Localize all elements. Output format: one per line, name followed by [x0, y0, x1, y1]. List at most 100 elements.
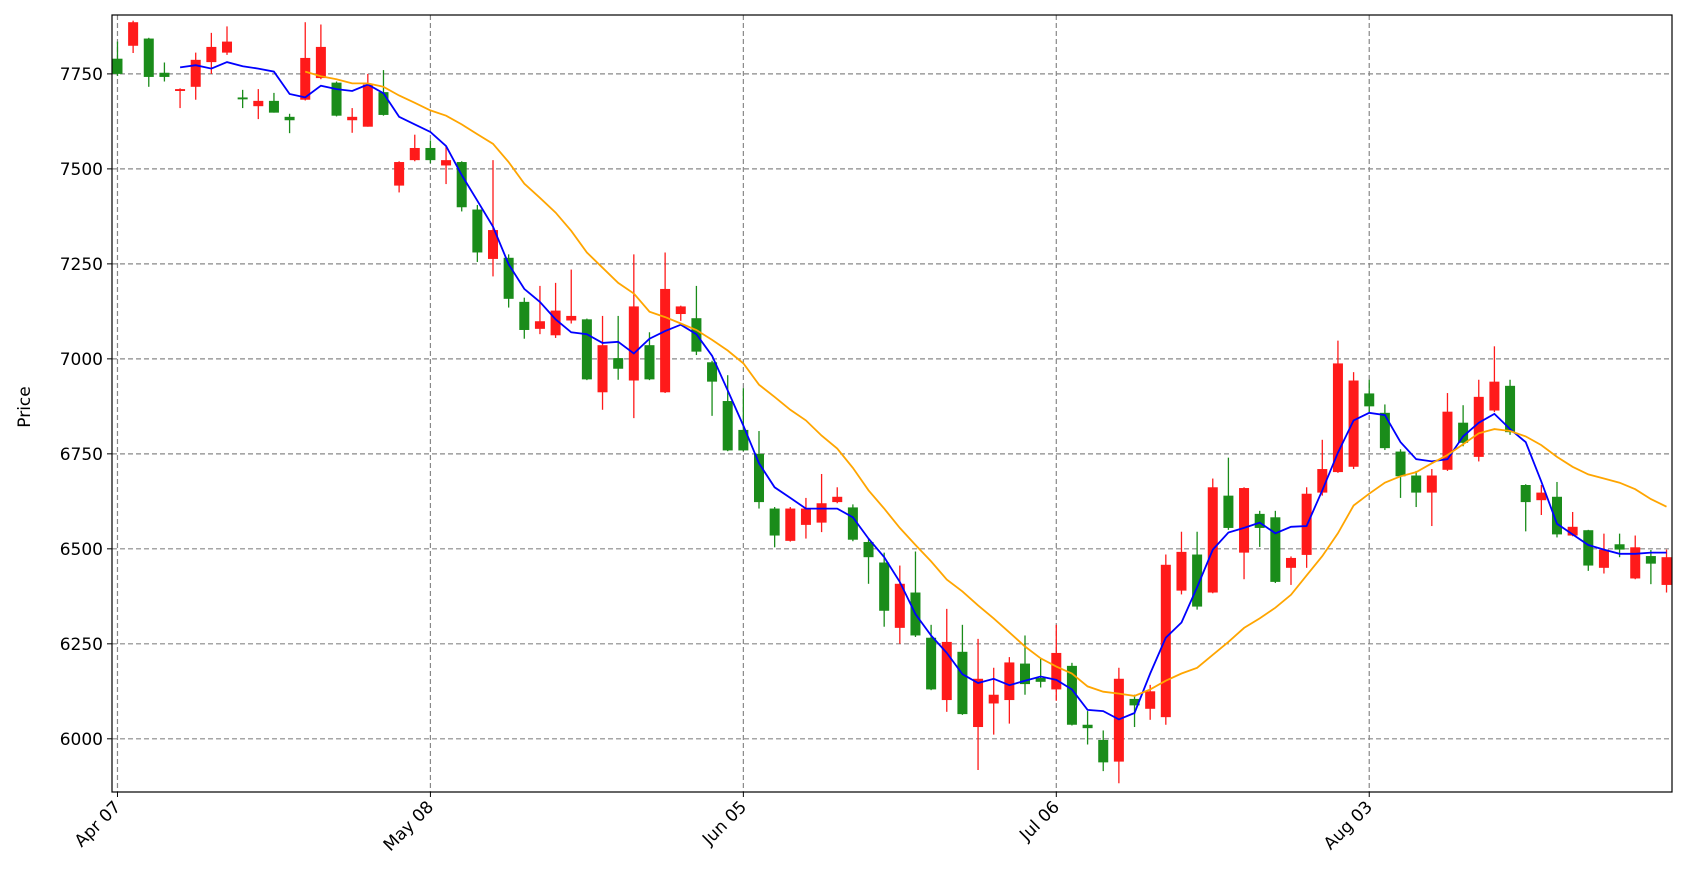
candle-body	[1129, 698, 1140, 706]
y-tick-label: 6250	[60, 635, 103, 655]
moving-average-line	[304, 70, 1667, 697]
candle-body	[1160, 564, 1171, 718]
candle-body	[722, 401, 733, 451]
candle-body	[1066, 665, 1077, 725]
y-tick-label: 7000	[60, 350, 103, 370]
moving-average-line	[179, 61, 1667, 721]
y-tick-label: 6750	[60, 445, 103, 465]
candle-body	[1551, 496, 1563, 535]
candle-body	[1505, 385, 1516, 433]
x-tick-label: Aug 03	[1320, 797, 1377, 854]
candle-body	[879, 562, 890, 611]
candle-body	[1536, 492, 1547, 501]
candle-body	[1364, 393, 1375, 407]
candle-body	[409, 147, 420, 161]
candle-body	[378, 92, 389, 115]
candle-body	[1004, 662, 1015, 701]
candle-body	[832, 496, 843, 503]
candle-body	[1051, 652, 1062, 690]
plot-frame	[111, 14, 1673, 793]
candle-body	[816, 503, 827, 523]
candle-body	[347, 116, 358, 121]
candle-body	[1473, 396, 1484, 457]
candle-body	[394, 162, 405, 186]
y-tick-label: 6000	[60, 730, 103, 750]
candle-body	[1254, 513, 1265, 528]
candle-body	[175, 89, 186, 91]
candle-body	[785, 508, 796, 541]
x-tick-label: Apr 07	[71, 797, 125, 851]
candle-body	[1442, 411, 1453, 470]
candle-body	[331, 82, 342, 116]
candle-body	[1207, 487, 1218, 593]
candle-body	[1239, 488, 1250, 553]
candle-body	[1082, 724, 1093, 729]
candle-body	[973, 678, 984, 728]
candle-body	[128, 22, 139, 46]
candle-body	[1426, 475, 1437, 493]
candle-body	[1035, 678, 1046, 682]
candle-body	[1411, 475, 1422, 493]
candle-body	[221, 41, 233, 53]
candle-body	[1489, 381, 1500, 411]
candle-body	[425, 147, 436, 161]
candle-body	[550, 310, 561, 336]
candle-body	[253, 100, 264, 107]
candle-body	[1176, 551, 1187, 591]
candle-body	[112, 58, 123, 74]
candle-body	[534, 321, 545, 329]
y-tick-label: 7500	[60, 160, 103, 180]
candle-body	[660, 288, 671, 393]
candle-body	[753, 453, 765, 503]
candle-body	[613, 358, 624, 369]
candle-body	[190, 59, 201, 87]
candle-body	[1395, 451, 1406, 477]
candle-body	[519, 301, 530, 330]
candle-body	[1458, 422, 1469, 443]
candle-body	[1583, 530, 1594, 566]
candle-body	[143, 38, 154, 77]
candle-body	[1379, 412, 1390, 449]
candle-body	[988, 694, 999, 704]
candle-body	[941, 641, 952, 701]
candle-body	[487, 230, 499, 259]
candle-body	[566, 315, 577, 321]
candle-body	[159, 72, 170, 77]
y-axis-label: Price	[15, 386, 35, 427]
candle-body	[1317, 469, 1328, 493]
candle-body	[206, 46, 217, 63]
candle-body	[237, 97, 248, 100]
candle-body	[597, 345, 608, 393]
candle-body	[1098, 739, 1109, 763]
candle-body	[738, 429, 749, 451]
candle-body	[675, 306, 686, 315]
candle-body	[1348, 380, 1359, 467]
y-tick-label: 7750	[60, 65, 103, 85]
candle-body	[1520, 484, 1531, 503]
candle-body	[1645, 556, 1656, 564]
candle-body	[644, 345, 655, 380]
x-tick-label: May 08	[380, 797, 438, 855]
candle-body	[300, 57, 311, 100]
candle-body	[284, 116, 295, 121]
candle-body	[800, 508, 811, 525]
candle-body	[1285, 557, 1297, 568]
candle-body	[1145, 691, 1156, 709]
candle-body	[707, 362, 718, 382]
candle-body	[628, 306, 639, 381]
candle-body	[769, 508, 780, 536]
x-tick-label: Jun 05	[698, 797, 751, 850]
candle-body	[1332, 363, 1343, 473]
x-tick-label: Jul 06	[1015, 797, 1063, 845]
candle-body	[1223, 495, 1234, 528]
y-tick-label: 7250	[60, 255, 103, 275]
candle-body	[581, 319, 592, 380]
candle-body	[894, 583, 905, 628]
candle-body	[926, 637, 937, 690]
candle-body	[847, 507, 858, 540]
y-tick-label: 6500	[60, 540, 103, 560]
candle-body	[472, 209, 483, 253]
candle-body	[1270, 517, 1281, 582]
